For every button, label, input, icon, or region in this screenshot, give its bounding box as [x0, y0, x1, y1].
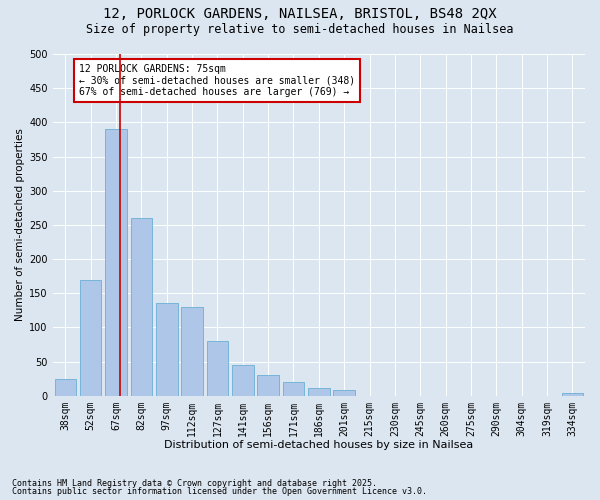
Bar: [334, 390, 355, 396]
Bar: [562, 393, 583, 396]
Y-axis label: Number of semi-detached properties: Number of semi-detached properties: [15, 128, 25, 322]
Bar: [80, 280, 101, 396]
Bar: [283, 382, 304, 396]
Bar: [257, 375, 279, 396]
Bar: [181, 307, 203, 396]
Bar: [232, 365, 254, 396]
X-axis label: Distribution of semi-detached houses by size in Nailsea: Distribution of semi-detached houses by …: [164, 440, 473, 450]
Text: Contains public sector information licensed under the Open Government Licence v3: Contains public sector information licen…: [12, 487, 427, 496]
Text: Size of property relative to semi-detached houses in Nailsea: Size of property relative to semi-detach…: [86, 22, 514, 36]
Text: 12, PORLOCK GARDENS, NAILSEA, BRISTOL, BS48 2QX: 12, PORLOCK GARDENS, NAILSEA, BRISTOL, B…: [103, 8, 497, 22]
Bar: [55, 378, 76, 396]
Bar: [131, 218, 152, 396]
Text: Contains HM Land Registry data © Crown copyright and database right 2025.: Contains HM Land Registry data © Crown c…: [12, 478, 377, 488]
Bar: [206, 341, 228, 396]
Bar: [156, 304, 178, 396]
Bar: [308, 388, 329, 396]
Bar: [105, 129, 127, 396]
Text: 12 PORLOCK GARDENS: 75sqm
← 30% of semi-detached houses are smaller (348)
67% of: 12 PORLOCK GARDENS: 75sqm ← 30% of semi-…: [79, 64, 355, 98]
